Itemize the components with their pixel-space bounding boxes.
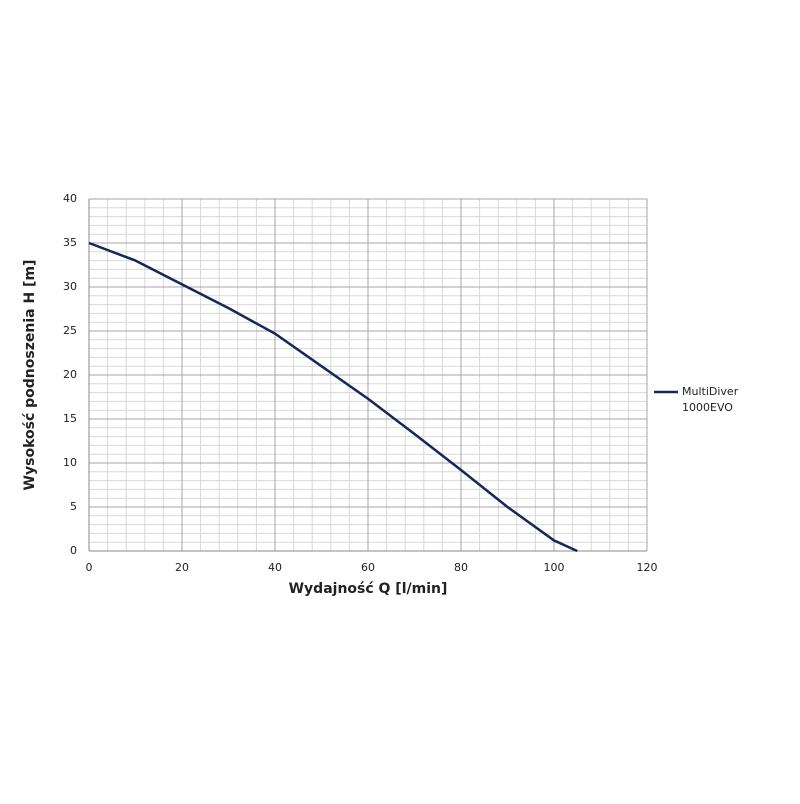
legend-label: MultiDiver 1000EVO bbox=[682, 385, 739, 414]
series-line bbox=[88, 241, 578, 553]
y-tick-label: 35 bbox=[63, 236, 77, 249]
y-axis-label: Wysokość podnoszenia H [m] bbox=[22, 260, 38, 491]
x-tick-label: 100 bbox=[544, 561, 565, 574]
y-tick-label: 20 bbox=[63, 368, 77, 381]
x-tick-label: 0 bbox=[86, 561, 93, 574]
x-axis-label: Wydajność Q [l/min] bbox=[289, 581, 448, 597]
x-tick-label: 20 bbox=[175, 561, 189, 574]
y-tick-label: 5 bbox=[70, 500, 77, 513]
y-tick-label: 0 bbox=[70, 544, 77, 557]
x-tick-label: 40 bbox=[268, 561, 282, 574]
y-tick-label: 10 bbox=[63, 456, 77, 469]
x-tick-label: 120 bbox=[637, 561, 658, 574]
y-tick-label: 30 bbox=[63, 280, 77, 293]
x-tick-label: 80 bbox=[454, 561, 468, 574]
y-tick-label: 15 bbox=[63, 412, 77, 425]
y-tick-label: 40 bbox=[63, 192, 77, 205]
x-tick-label: 60 bbox=[361, 561, 375, 574]
y-tick-label: 25 bbox=[63, 324, 77, 337]
